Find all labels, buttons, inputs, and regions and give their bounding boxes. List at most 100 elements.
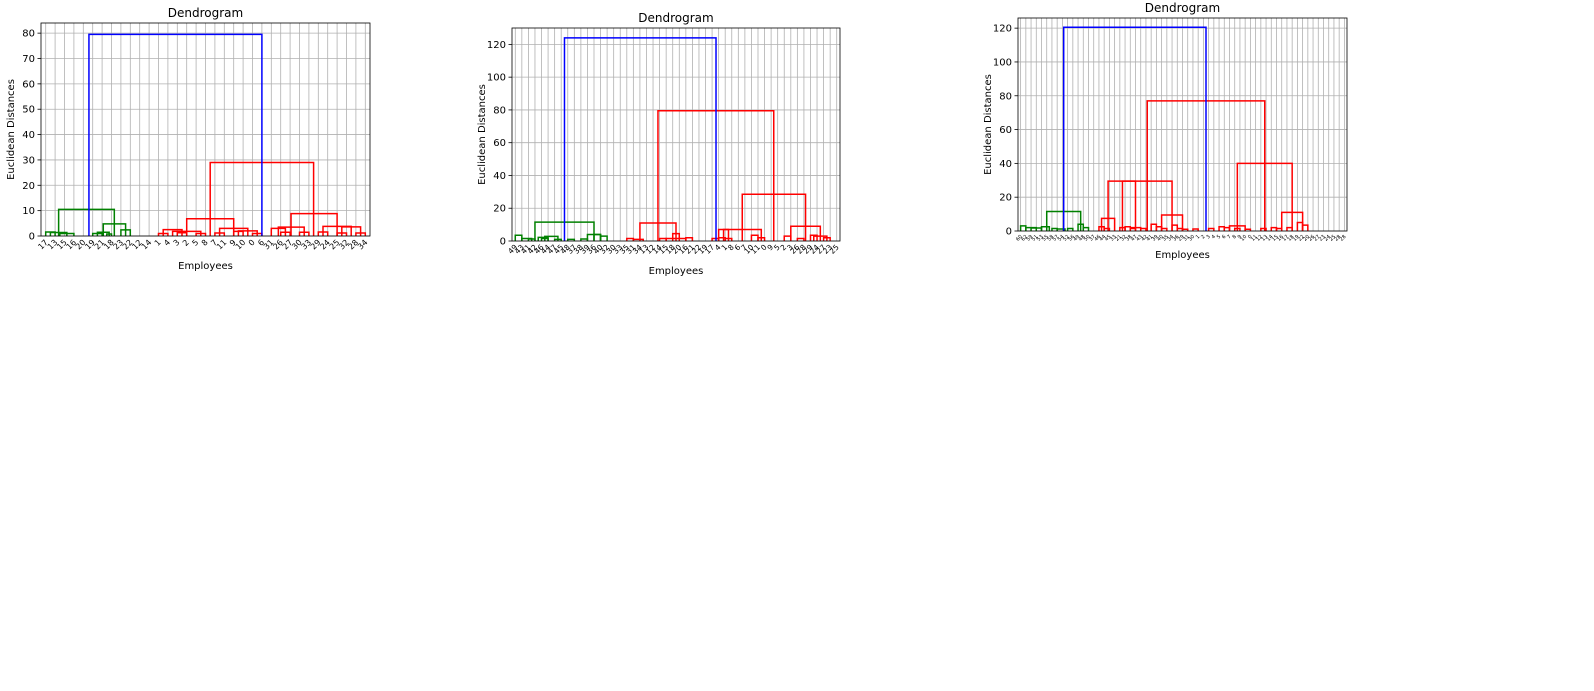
x-tick-label: 41 — [1146, 234, 1155, 243]
y-tick-label: 20 — [22, 181, 35, 192]
dendrogram-link — [162, 228, 183, 236]
x-tick-label: 57 — [1052, 234, 1061, 243]
y-tick-label: 0 — [29, 232, 35, 243]
x-tick-label: 11 — [215, 238, 229, 252]
x-tick-label: 14 — [1266, 234, 1275, 243]
dendrogram-link — [1296, 221, 1304, 231]
y-tick-label: 60 — [999, 125, 1012, 136]
x-tick-label: 43 — [1135, 234, 1144, 243]
x-tick-label: 53 — [1036, 234, 1045, 243]
dendrogram-link — [537, 236, 549, 241]
x-tick-label: 10 — [234, 238, 248, 252]
x-tick-label: 3 — [785, 243, 795, 253]
x-tick-label: 37 — [1088, 234, 1097, 243]
x-tick-label: 60 — [1015, 234, 1024, 243]
x-tick-label: 25 — [1328, 234, 1337, 243]
x-tick-label: 6 — [256, 238, 266, 248]
x-tick-label: 7 — [739, 243, 749, 253]
x-axis-label: Employees — [649, 266, 704, 277]
y-tick-label: 40 — [999, 159, 1012, 170]
x-tick-label: 29 — [1177, 234, 1186, 243]
x-tick-label: 5 — [772, 243, 782, 253]
dendrogram-link — [599, 235, 608, 241]
y-tick-label: 100 — [487, 73, 506, 84]
x-tick-label: 8 — [726, 243, 736, 253]
x-tick-label: 9 — [228, 238, 238, 248]
dendrogram-link — [783, 235, 792, 241]
x-tick-label: 0 — [759, 243, 769, 253]
y-tick-label: 80 — [22, 29, 35, 40]
y-tick-label: 40 — [493, 171, 506, 182]
x-tick-label: 19 — [1292, 234, 1301, 243]
chart-title: Dendrogram — [638, 11, 713, 25]
x-tick-label: 6 — [733, 243, 743, 253]
y-tick-label: 60 — [22, 79, 35, 90]
x-tick-label: 28 — [1334, 234, 1343, 243]
x-axis-label: Employees — [178, 261, 233, 272]
dendrogram-link — [514, 234, 523, 241]
x-tick-label: 3 — [172, 238, 182, 248]
dendrogram-link — [1056, 228, 1066, 231]
dendrogram-link — [57, 208, 116, 236]
x-tick-label: 55 — [1041, 234, 1050, 243]
x-tick-label: 34 — [1166, 234, 1175, 243]
dendrogram-link — [1301, 224, 1309, 231]
x-tick-label: 2 — [181, 238, 191, 248]
axes-frame — [40, 22, 371, 237]
dendrogram-link — [1124, 226, 1132, 231]
dendrogram-link — [632, 238, 644, 241]
y-tick-label: 0 — [500, 237, 506, 248]
dendrogram-link — [544, 235, 559, 241]
x-tick-label: 58 — [1046, 234, 1055, 243]
x-tick-label: 14 — [140, 238, 154, 252]
x-tick-label: 16 — [1276, 234, 1285, 243]
x-tick-label: 21 — [1114, 234, 1123, 243]
axes-frame — [1017, 17, 1348, 232]
chart-title: Dendrogram — [1145, 1, 1220, 15]
x-tick-label: 8 — [200, 238, 210, 248]
x-tick-label: 17 — [1281, 234, 1290, 243]
x-tick-label: 39 — [1151, 234, 1160, 243]
x-tick-label: 51 — [1031, 234, 1040, 243]
y-tick-label: 80 — [999, 91, 1012, 102]
x-tick-label: 49 — [1072, 234, 1081, 243]
x-tick-label: 62 — [1020, 234, 1029, 243]
y-axis-label: Euclidean Distances — [983, 74, 994, 175]
y-tick-label: 0 — [1006, 227, 1012, 238]
x-tick-label: 45 — [1104, 234, 1113, 243]
x-tick-label: 34 — [356, 238, 370, 252]
dendrogram-link — [1270, 226, 1278, 231]
x-tick-label: 30 — [1187, 234, 1196, 243]
x-tick-label: 35 — [1161, 234, 1170, 243]
dendrogram-link — [1040, 226, 1051, 231]
dendrogram-link — [563, 37, 717, 241]
x-tick-label: 2 — [779, 243, 789, 253]
x-tick-label: 1 — [720, 243, 730, 253]
y-tick-label: 10 — [22, 206, 35, 217]
x-tick-label: 47 — [1130, 234, 1139, 243]
dendrogram-link — [1066, 227, 1074, 231]
dendrogram-link — [1286, 226, 1293, 231]
dendrogram-link — [1260, 227, 1267, 231]
dendrogram-link — [1082, 226, 1090, 231]
dendrogram-link — [796, 237, 805, 241]
y-tick-label: 120 — [993, 24, 1012, 35]
y-tick-label: 30 — [22, 155, 35, 166]
x-tick-label: 32 — [1119, 234, 1128, 243]
x-tick-label: 5 — [1216, 234, 1222, 240]
x-tick-label: 22 — [1297, 234, 1306, 243]
dendrogram-link — [1103, 227, 1111, 231]
x-tick-label: 4 — [1211, 234, 1217, 240]
x-tick-label: 31 — [1182, 234, 1191, 243]
x-tick-label: 6 — [1221, 234, 1227, 240]
x-tick-label: 42 — [1140, 234, 1149, 243]
x-tick-label: 23 — [1318, 234, 1327, 243]
x-tick-label: 7 — [209, 238, 219, 248]
dendrogram-link — [1223, 226, 1231, 231]
x-tick-label: 54 — [1057, 234, 1066, 243]
x-tick-label: 44 — [1099, 234, 1108, 243]
x-tick-label: 33 — [1109, 234, 1118, 243]
y-tick-label: 120 — [487, 40, 506, 51]
dendrogram-link — [1062, 26, 1207, 231]
dendrogram-link — [1171, 224, 1179, 231]
